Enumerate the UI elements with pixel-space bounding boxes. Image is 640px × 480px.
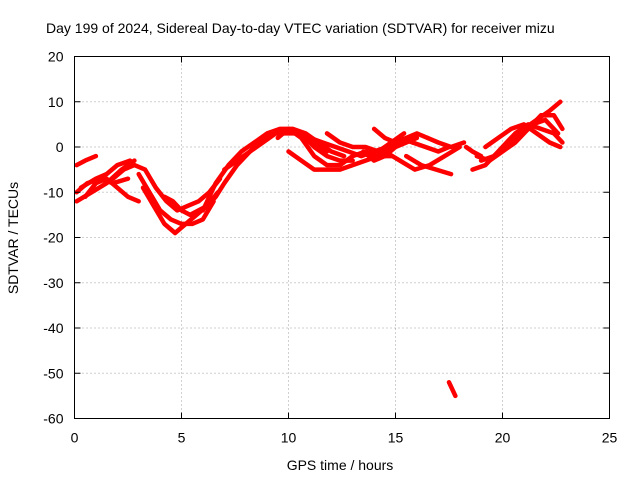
grid-lines [74,56,610,419]
series-line-sat-q [371,126,430,145]
series-line-sat-a [74,153,99,168]
series-layer [74,99,565,399]
series-line-sat-v [446,380,458,399]
y-tick-labels: -60 -50 -40 -30 -20 -10 0 10 20 [43,49,63,427]
x-tick-label: 10 [281,430,297,446]
x-tick-label: 20 [495,430,511,446]
series-line-sat-u [425,135,467,150]
series-line-sat-e [82,176,141,204]
series-line-sat-ab [500,122,565,150]
x-tick-label: 15 [388,430,404,446]
x-tick-label: 0 [71,430,79,446]
series-line-sat-g [136,171,216,227]
y-axis-label: SDTVAR / TECUs [5,182,21,294]
y-tick-label: 0 [56,139,64,155]
x-tick-labels: 0 5 10 15 20 25 [71,430,618,446]
series-line-sat-z [483,122,563,150]
x-tick-label: 5 [178,430,186,446]
y-tick-label: -20 [43,230,63,246]
y-tick-label: -40 [43,320,63,336]
series-line-sat-d [78,158,133,190]
y-tick-label: 10 [48,94,64,110]
series-line-sat-f [110,162,223,213]
series-line-sat-s [403,153,454,177]
axis-ticks [74,56,610,419]
series-line-sat-i [162,131,330,218]
series-line-sat-t [410,140,452,154]
y-tick-label: -60 [43,411,63,427]
y-tick-label: -10 [43,184,63,200]
y-tick-label: 20 [48,49,64,65]
x-tick-label: 25 [602,430,618,446]
chart-title: Day 199 of 2024, Sidereal Day-to-day VTE… [46,20,555,36]
y-tick-label: -30 [43,275,63,291]
x-axis-label: GPS time / hours [287,457,394,473]
series-line-sat-aa [478,117,561,163]
y-tick-label: -50 [43,365,63,381]
series-line-sat-p [361,135,420,163]
